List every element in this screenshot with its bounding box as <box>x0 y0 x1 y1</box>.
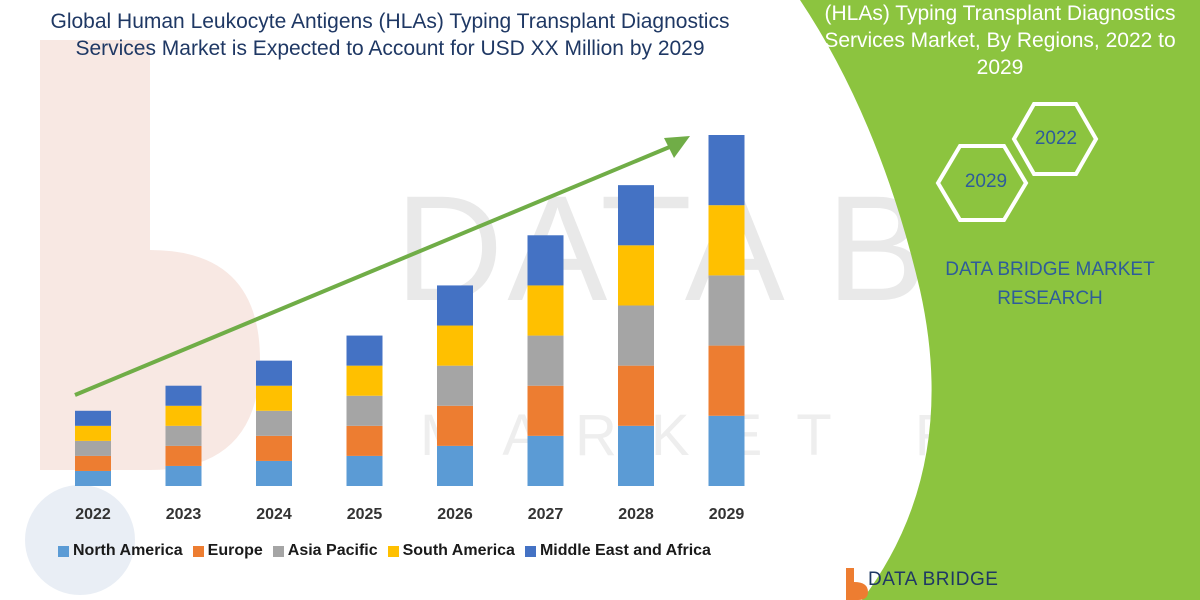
trend-arrow-line <box>74 144 673 397</box>
legend-swatch <box>524 545 536 557</box>
bar-2025-asia-pacific <box>346 395 383 426</box>
x-axis-tick-labels: 2022 2023 2024 2025 2026 2027 2028 2029 <box>75 506 744 523</box>
bar-2027-asia-pacific <box>527 335 564 386</box>
bar-2027-south-america <box>527 285 564 336</box>
bar-2023-asia-pacific <box>165 425 202 446</box>
bottom-logo-icon <box>846 568 868 600</box>
bar-2022-north-america <box>75 470 111 486</box>
bars-layer <box>75 135 745 486</box>
bar-2022-europe <box>75 455 111 471</box>
bar-2029-north-america <box>708 415 745 486</box>
x-tick-label: 2028 <box>618 506 654 523</box>
bar-2027-europe <box>527 385 564 436</box>
x-tick-label: 2027 <box>528 506 564 523</box>
bar-2029-asia-pacific <box>708 275 745 346</box>
side-panel-brand: DATA BRIDGE MARKET RESEARCH <box>945 259 1155 309</box>
x-tick-label: 2023 <box>166 506 202 523</box>
bar-2028-north-america <box>618 425 654 486</box>
bar-2027-north-america <box>527 435 564 486</box>
bar-2026-europe <box>437 405 473 446</box>
legend-item-north-america: North America <box>58 542 183 560</box>
legend-item-asia-pacific: Asia Pacific <box>272 542 378 560</box>
bar-2023-europe <box>165 445 202 466</box>
bar-2024-middle-east-and-africa <box>256 360 292 386</box>
legend-swatch <box>58 545 69 557</box>
chart-legend: North America Europe Asia Pacific South Ame… <box>58 540 711 562</box>
hexagon-left-label: 2029 <box>964 171 1008 192</box>
x-tick-label: 2022 <box>75 506 111 523</box>
side-panel-title: (HLAs) Typing Transplant Diagnostics Ser… <box>824 2 1176 79</box>
bar-2028-middle-east-and-africa <box>618 185 654 246</box>
bottom-logo-text: DATA BRIDGE <box>868 569 999 590</box>
bar-2028-asia-pacific <box>618 305 654 366</box>
chart-title: Global Human Leukocyte Antigens (HLAs) T… <box>50 10 730 60</box>
x-tick-label: 2024 <box>256 506 292 523</box>
bar-2025-europe <box>346 425 383 456</box>
legend-label: North America <box>73 542 183 559</box>
trend-arrow <box>74 136 690 397</box>
bar-2027-middle-east-and-africa <box>527 235 564 286</box>
bar-2022-south-america <box>75 425 111 441</box>
legend-label: Europe <box>207 542 263 559</box>
legend-label: Middle East and Africa <box>539 542 711 559</box>
bar-2024-north-america <box>256 460 292 486</box>
bar-2022-asia-pacific <box>75 440 111 456</box>
bar-2026-middle-east-and-africa <box>437 285 473 326</box>
bar-2025-north-america <box>346 455 383 486</box>
x-tick-label: 2025 <box>347 506 383 523</box>
legend-label: South America <box>402 542 515 559</box>
bar-2024-europe <box>256 435 292 461</box>
legend-swatch <box>272 545 284 557</box>
trend-arrow-head-icon <box>664 136 690 158</box>
bar-2025-south-america <box>346 365 383 396</box>
bar-2025-middle-east-and-africa <box>346 335 383 366</box>
x-tick-label: 2029 <box>709 506 745 523</box>
x-tick-label: 2026 <box>437 506 473 523</box>
bar-2029-south-america <box>708 205 745 276</box>
legend-swatch <box>387 545 399 557</box>
bar-2026-asia-pacific <box>437 365 473 406</box>
legend-item-south-america: South America <box>387 542 515 560</box>
bar-2029-europe <box>708 345 745 416</box>
legend-item-europe: Europe <box>192 542 263 560</box>
legend-swatch <box>192 545 204 557</box>
legend-item-middle-east-and-africa: Middle East and Africa <box>524 542 711 560</box>
bar-2028-europe <box>618 365 654 426</box>
bar-2026-south-america <box>437 325 473 366</box>
hexagon-right-label: 2022 <box>1034 128 1078 149</box>
bar-2026-north-america <box>437 445 473 486</box>
bar-2023-south-america <box>165 405 202 426</box>
legend-label: Asia Pacific <box>287 542 378 559</box>
bar-2022-middle-east-and-africa <box>75 410 111 426</box>
bar-2029-middle-east-and-africa <box>708 135 745 206</box>
bar-2028-south-america <box>618 245 654 306</box>
bar-2023-north-america <box>165 465 202 486</box>
bar-2023-middle-east-and-africa <box>165 385 202 406</box>
logo-b-shape <box>846 568 868 600</box>
bar-2024-asia-pacific <box>256 410 292 436</box>
bar-2024-south-america <box>256 385 292 411</box>
